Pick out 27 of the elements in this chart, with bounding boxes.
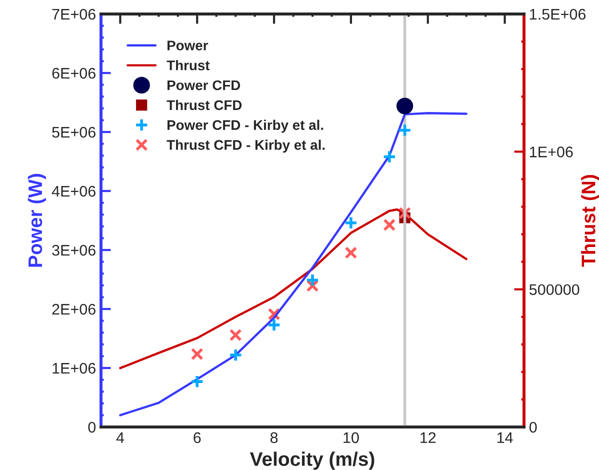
legend-label: Power CFD - Kirby et al. <box>168 120 324 133</box>
x-tick-label: 8 <box>270 432 278 444</box>
x-axis-title: Velocity (m/s) <box>250 452 374 470</box>
x-tick-label: 4 <box>116 432 124 443</box>
x-tick-label: 14 <box>497 432 513 443</box>
y-tick-label: 1E+06 <box>52 362 96 374</box>
y-axis-title: Power (W) <box>28 174 46 267</box>
y2-tick-label: 500000 <box>529 284 580 296</box>
legend-label: Power <box>168 40 208 50</box>
x-tick-label: 12 <box>420 432 436 443</box>
legend-label: Thrust <box>166 60 210 70</box>
y2-tick-label: 1.5E+06 <box>530 8 586 20</box>
y2-axis-title: Thrust (N) <box>581 175 599 267</box>
x-tick-label: 10 <box>344 432 359 444</box>
y-tick-label: 3E+06 <box>52 244 96 256</box>
y-tick-label: 7E+06 <box>52 8 96 20</box>
x-tick-label: 6 <box>194 432 201 444</box>
legend-label: Thrust CFD <box>166 100 242 110</box>
y2-tick-label: 1E+06 <box>530 146 573 158</box>
y-tick-label: 6E+06 <box>52 68 96 79</box>
y-tick-label: 0 <box>88 422 96 433</box>
y-tick-label: 5E+06 <box>52 126 96 138</box>
legend-label: Thrust CFD - Kirby et al. <box>166 140 325 153</box>
y2-tick-label: 0 <box>529 422 537 433</box>
y-tick-label: 2E+06 <box>52 304 96 315</box>
y-tick-label: 4E+06 <box>52 186 96 197</box>
legend-label: Power CFD <box>168 80 240 90</box>
